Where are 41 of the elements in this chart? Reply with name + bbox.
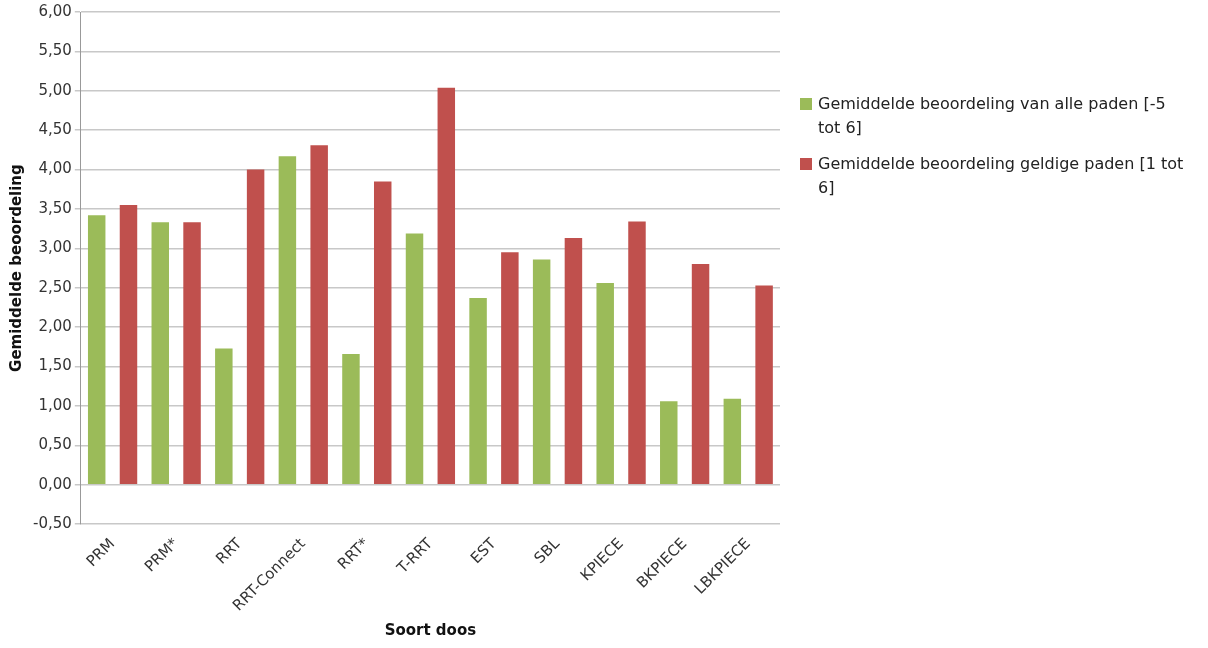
bar <box>246 169 265 484</box>
bar <box>532 259 551 484</box>
bar <box>405 233 424 484</box>
y-tick-label: 2,00 <box>38 317 72 336</box>
bar <box>723 398 742 484</box>
bar <box>183 222 201 484</box>
bar <box>469 298 487 484</box>
bar <box>215 348 233 484</box>
y-tick-label: 0,50 <box>38 435 72 454</box>
y-tick-label: 6,00 <box>38 1 72 20</box>
y-tick-label: 5,50 <box>38 41 72 60</box>
bar <box>596 283 614 484</box>
y-tick-label: 3,00 <box>38 238 72 257</box>
y-tick-label: 1,00 <box>38 395 72 414</box>
bar <box>373 181 392 484</box>
y-tick-label: -0,50 <box>33 514 72 533</box>
y-tick-label: 4,50 <box>38 120 72 139</box>
legend-label: Gemiddelde beoordeling van alle paden [-5 tot 6] <box>818 93 1167 139</box>
y-tick-label: 5,00 <box>38 80 72 99</box>
bar <box>564 238 583 484</box>
bar <box>151 222 169 484</box>
bar <box>437 87 456 484</box>
bar <box>119 205 138 484</box>
bar <box>501 252 519 484</box>
bar <box>755 285 773 484</box>
y-axis-title: Gemiddelde beoordeling <box>6 164 25 372</box>
bar <box>278 156 297 484</box>
bar <box>628 221 646 484</box>
x-tick-label: SBL <box>530 533 564 567</box>
y-tick-label: 3,50 <box>38 198 72 217</box>
bar <box>691 264 710 484</box>
bar <box>87 215 106 484</box>
y-tick-label: 2,50 <box>38 277 72 296</box>
bar <box>660 401 678 484</box>
y-tick-label: 0,00 <box>38 474 72 493</box>
bar <box>342 353 360 484</box>
y-tick-label: 4,00 <box>38 159 72 178</box>
bar <box>310 145 328 484</box>
legend-label: Gemiddelde beoordeling geldige paden [1 tot 6] <box>818 153 1185 199</box>
y-tick-label: 1,50 <box>38 356 72 375</box>
x-axis-title: Soort doos <box>384 620 477 639</box>
